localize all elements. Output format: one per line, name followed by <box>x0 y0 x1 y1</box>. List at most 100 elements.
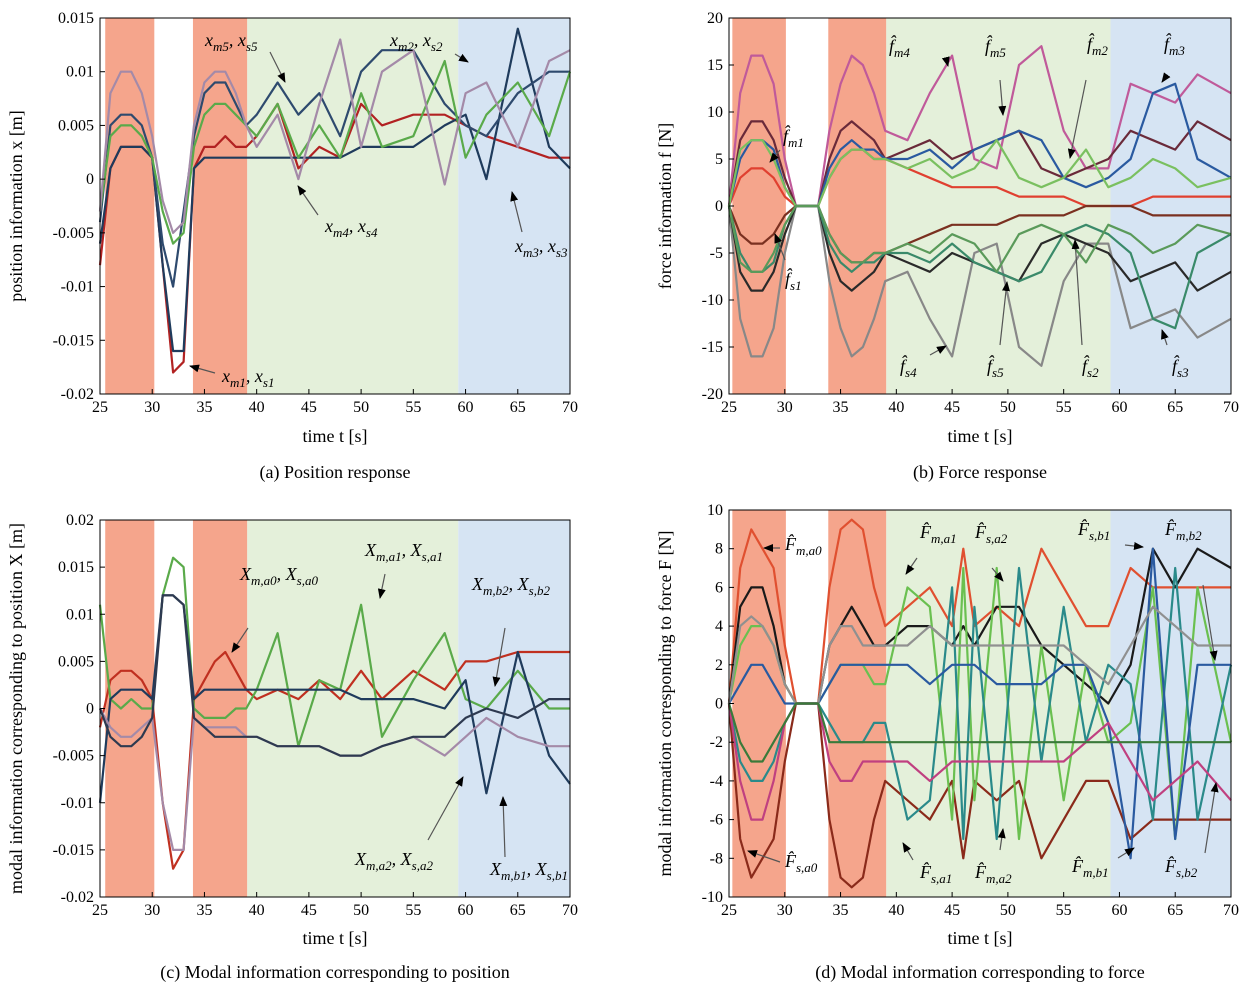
chart-panel-4: 25 30 35 40 45 50 55 60 65 70 -10 -8 -6 -4 -2 0 2 4 6 8 10 ti… <box>655 502 1239 983</box>
x-tick-label: 45 <box>301 902 317 919</box>
y-tick-label: 0 <box>715 696 723 713</box>
y-tick-label: 0 <box>86 171 94 188</box>
x-tick-label: 65 <box>1167 902 1183 919</box>
y-tick-label: -0.01 <box>61 279 94 296</box>
annotation-arrow <box>902 842 914 861</box>
y-tick-label: -0.015 <box>53 842 94 859</box>
y-tick-label: 0.005 <box>58 117 94 134</box>
annotation-arrow <box>1067 79 1087 159</box>
annotation-arrow <box>1124 542 1144 550</box>
annotation-arrow <box>377 573 386 599</box>
y-tick-label: -0.02 <box>61 889 94 906</box>
x-tick-label: 70 <box>562 399 578 416</box>
annotation-label: f̂s3​ <box>1172 355 1189 380</box>
shaded-region <box>732 510 786 897</box>
series-line-10 <box>727 204 1232 273</box>
shaded-region <box>458 18 570 394</box>
panel-caption: (c) Modal information corresponding to p… <box>160 962 509 983</box>
y-tick-label: -15 <box>702 339 723 356</box>
y-tick-label: 0.01 <box>66 606 94 623</box>
y-tick-label: -4 <box>710 773 723 790</box>
x-tick-label: 40 <box>888 399 904 416</box>
y-tick-label: 0 <box>715 198 723 215</box>
shaded-region <box>828 510 887 897</box>
annotation-arrow <box>997 828 1006 851</box>
shaded-region <box>732 18 786 394</box>
x-tick-label: 40 <box>249 902 265 919</box>
annotation-label: f̂s4​ <box>900 355 917 380</box>
annotation-arrow <box>231 627 249 653</box>
annotation-arrow <box>427 776 464 841</box>
annotation-label: F̂s,a0​ <box>784 851 818 875</box>
y-tick-label: 20 <box>707 10 723 27</box>
annotation-label: f̂m2​ <box>1087 33 1108 58</box>
x-axis-label: time t [s] <box>948 928 1013 948</box>
annotation-label: F̂s,a2​ <box>974 522 1008 546</box>
annotation-label: Xm,a0​, Xs,a0​ <box>239 564 318 588</box>
annotation-label: Xm,b1​, Xs,b1​ <box>489 859 568 883</box>
x-tick-label: 50 <box>353 902 369 919</box>
annotation-arrow <box>1202 584 1218 661</box>
x-tick-label: 55 <box>405 399 421 416</box>
annotation-arrow <box>1161 72 1171 83</box>
annotation-arrow <box>297 185 319 216</box>
annotation-label: F̂m,a1​ <box>919 522 957 546</box>
annotation-arrow <box>774 233 786 261</box>
x-axis-label: time t [s] <box>303 426 368 446</box>
series-line-2 <box>98 556 570 748</box>
x-axis-label: time t [s] <box>948 426 1013 446</box>
annotation-arrow <box>747 850 781 863</box>
annotation-label: F̂m,b2​ <box>1164 519 1202 543</box>
x-tick-label: 45 <box>944 399 960 416</box>
series-line-2 <box>727 702 1231 889</box>
annotation-label: f̂s1​ <box>785 268 802 293</box>
annotation-label: f̂s2​ <box>1082 355 1099 380</box>
y-tick-label: -10 <box>702 292 723 309</box>
annotation-label: f̂s5​ <box>987 355 1004 380</box>
annotation-label: f̂m4​ <box>889 35 910 60</box>
y-tick-label: 0 <box>86 701 94 718</box>
x-tick-label: 35 <box>833 902 849 919</box>
x-axis-label: time t [s] <box>303 928 368 948</box>
x-tick-label: 35 <box>833 399 849 416</box>
x-tick-label: 60 <box>458 902 474 919</box>
y-tick-label: 5 <box>715 151 723 168</box>
y-tick-label: 0.01 <box>66 64 94 81</box>
x-tick-label: 55 <box>1056 902 1072 919</box>
chart-panel-1: 25 30 35 40 45 50 55 60 65 70 -0.02 -0.015 -0.01 -0.0… <box>6 10 578 483</box>
shaded-region <box>828 18 887 394</box>
x-tick-label: 35 <box>196 902 212 919</box>
y-axis-label: modal information corresponding to force… <box>655 531 675 877</box>
annotation-label: F̂s,b2​ <box>1164 856 1198 880</box>
x-tick-label: 55 <box>1056 399 1072 416</box>
x-tick-label: 50 <box>1000 399 1016 416</box>
annotation-arrow <box>454 53 469 63</box>
series-line-5 <box>98 38 571 234</box>
x-tick-label: 50 <box>353 399 369 416</box>
shaded-region <box>1110 510 1231 897</box>
series-line-9 <box>727 702 1231 763</box>
y-tick-label: -0.005 <box>53 225 94 242</box>
x-tick-label: 70 <box>1223 902 1239 919</box>
y-tick-label: 0.015 <box>58 10 94 27</box>
shaded-region <box>886 510 1111 897</box>
y-tick-label: -5 <box>710 245 723 262</box>
series-line-3 <box>98 594 571 803</box>
x-tick-label: 70 <box>562 902 578 919</box>
annotation-label: F̂m,b1​ <box>1071 856 1109 880</box>
x-tick-label: 40 <box>888 902 904 919</box>
x-tick-label: 30 <box>144 399 160 416</box>
y-tick-label: 6 <box>715 579 723 596</box>
x-tick-label: 60 <box>1111 399 1127 416</box>
annotation-label: f̂m1​ <box>783 125 804 150</box>
y-tick-label: -8 <box>710 850 723 867</box>
x-tick-label: 30 <box>777 902 793 919</box>
y-tick-label: -10 <box>702 889 723 906</box>
y-tick-label: -20 <box>702 386 723 403</box>
annotation-arrow <box>941 56 950 67</box>
annotation-arrow <box>269 51 286 83</box>
x-tick-label: 55 <box>405 902 421 919</box>
y-tick-label: -6 <box>710 812 723 829</box>
annotation-label: Xm,a2​, Xs,a2​ <box>354 849 433 873</box>
